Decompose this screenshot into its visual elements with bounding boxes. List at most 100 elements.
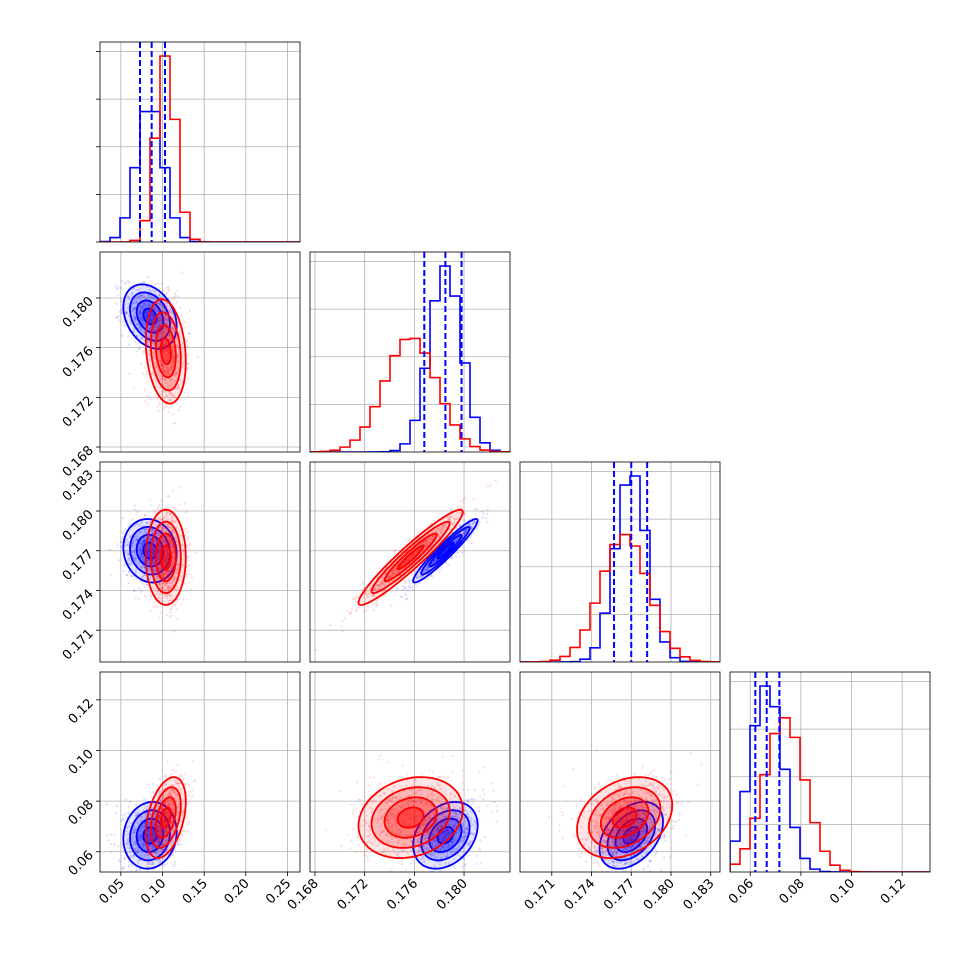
sample-point — [172, 298, 175, 301]
sample-point — [133, 307, 136, 311]
sample-point — [168, 384, 171, 387]
sample-point — [178, 503, 181, 506]
sample-point — [176, 363, 179, 366]
sample-point — [155, 577, 159, 581]
sample-point — [380, 582, 384, 585]
sample-point — [148, 303, 152, 307]
sample-point — [343, 617, 347, 620]
sample-point — [415, 550, 418, 554]
sample-point — [146, 303, 150, 306]
sample-point — [172, 556, 175, 559]
sample-point — [166, 371, 170, 375]
sample-point — [133, 316, 136, 319]
sample-point — [170, 312, 174, 315]
sample-point — [440, 566, 443, 570]
sample-point — [418, 530, 421, 534]
sample-point — [172, 578, 175, 582]
sample-point — [125, 543, 129, 546]
sample-point — [162, 593, 166, 596]
sample-point — [124, 544, 127, 547]
sample-point — [137, 537, 140, 540]
sample-point — [156, 531, 160, 535]
sample-point — [148, 335, 151, 338]
sample-point — [156, 326, 159, 330]
sample-point — [165, 357, 168, 361]
sample-point — [173, 630, 176, 633]
sample-point — [408, 558, 411, 561]
sample-point — [176, 364, 180, 368]
sample-point — [172, 577, 176, 580]
sample-point — [173, 372, 177, 375]
sample-point — [172, 327, 175, 330]
sample-point — [142, 302, 146, 305]
sample-point — [164, 349, 167, 352]
sample-point — [141, 352, 145, 355]
sample-point — [144, 310, 148, 314]
sample-point — [153, 362, 157, 365]
sample-point — [162, 342, 165, 345]
sample-point — [186, 346, 189, 349]
sample-point — [136, 296, 139, 299]
sample-point — [166, 358, 170, 361]
sample-point — [146, 551, 149, 554]
sample-point — [140, 294, 144, 297]
sample-point — [159, 519, 163, 523]
sample-point — [188, 564, 191, 567]
sample-point — [372, 594, 376, 597]
sample-point — [165, 314, 168, 318]
sample-point — [158, 302, 161, 305]
sample-point — [448, 517, 452, 520]
sample-point — [163, 581, 166, 584]
sample-point — [164, 559, 168, 562]
sample-point — [437, 534, 441, 537]
sample-point — [170, 329, 174, 332]
sample-point — [176, 355, 179, 359]
sample-point — [392, 569, 396, 572]
sample-point — [167, 355, 170, 359]
sample-point — [374, 602, 378, 606]
sample-point — [163, 316, 166, 320]
sample-point — [152, 350, 155, 354]
sample-point — [107, 839, 110, 842]
sample-point — [139, 541, 142, 545]
sample-point — [181, 563, 185, 567]
sample-point — [133, 301, 136, 304]
sample-point — [162, 368, 166, 371]
sample-point — [147, 403, 150, 406]
sample-point — [159, 597, 162, 600]
sample-point — [456, 504, 459, 508]
sample-point — [160, 282, 164, 285]
sample-point — [147, 561, 150, 565]
sample-point — [167, 570, 170, 573]
sample-point — [171, 359, 174, 362]
sample-point — [153, 539, 157, 542]
panel-content — [520, 462, 720, 662]
sample-point — [141, 304, 145, 307]
sample-point — [162, 332, 166, 335]
sample-point — [440, 528, 443, 532]
sample-point — [169, 391, 173, 395]
sample-point — [152, 328, 156, 332]
sample-point — [139, 548, 142, 551]
sample-point — [140, 307, 143, 310]
sample-point — [426, 568, 430, 571]
sample-point — [371, 593, 375, 597]
sample-point — [171, 521, 174, 524]
sample-point — [161, 289, 165, 293]
sample-point — [426, 567, 429, 570]
sample-point — [157, 344, 160, 348]
sample-point — [407, 579, 411, 583]
sample-point — [437, 529, 440, 532]
sample-point — [488, 484, 492, 487]
sample-point — [176, 359, 180, 363]
sample-point — [139, 312, 142, 316]
sample-point — [401, 584, 404, 588]
sample-point — [151, 559, 154, 562]
sample-point — [168, 337, 171, 341]
sample-point — [130, 575, 133, 578]
sample-point — [382, 582, 386, 585]
sample-point — [165, 328, 168, 332]
sample-point — [461, 500, 465, 504]
sample-point — [165, 355, 169, 358]
